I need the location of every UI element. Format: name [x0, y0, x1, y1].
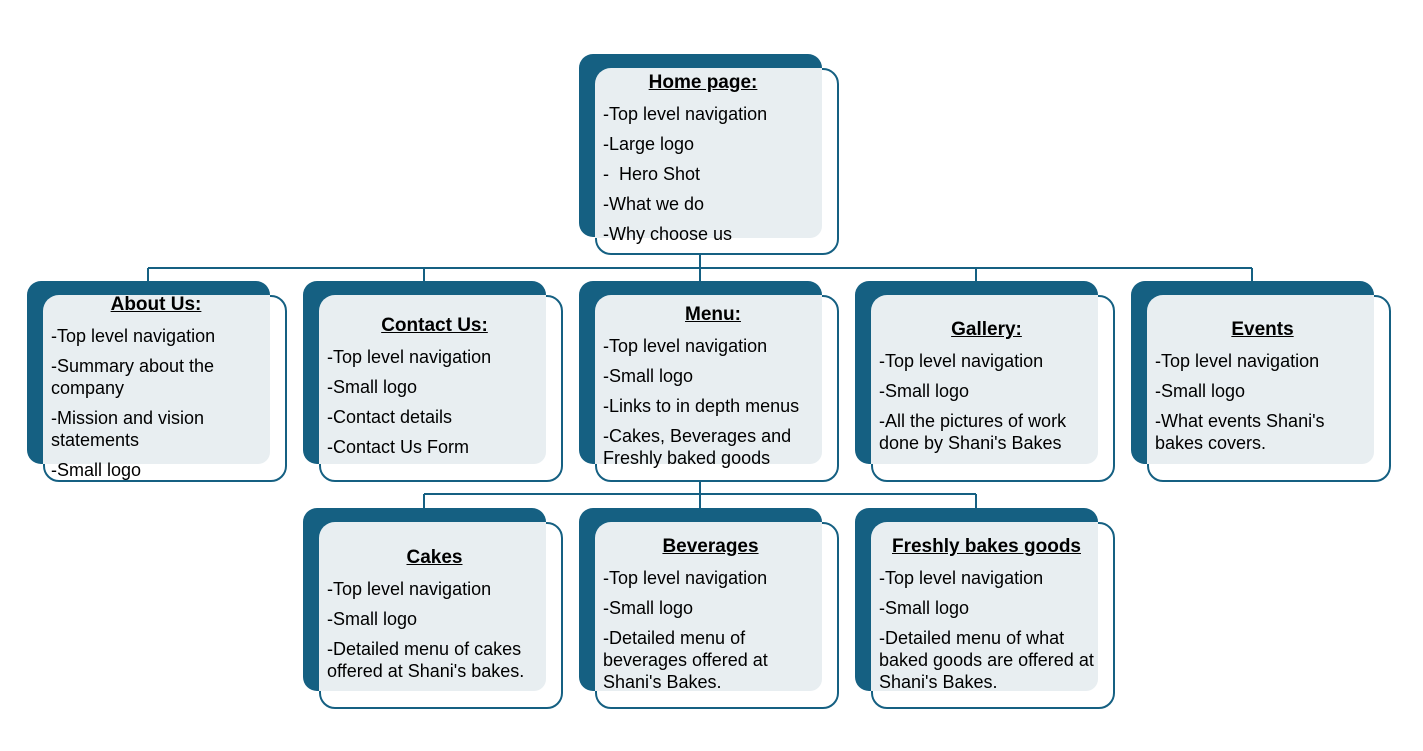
node-cakes: Cakes -Top level navigation -Small logo … — [303, 508, 563, 709]
node-title: Menu: — [685, 304, 741, 325]
node-item: -Top level navigation — [879, 351, 1044, 371]
node-freshly-bakes-goods: Freshly bakes goods -Top level navigatio… — [855, 508, 1115, 709]
node-item: -Top level navigation — [1155, 351, 1320, 371]
node-item: -Large logo — [603, 134, 695, 154]
node-item: -Contact details — [327, 407, 453, 427]
node-item: -Top level navigation — [603, 336, 768, 356]
node-item: -Small logo — [1155, 381, 1246, 401]
node-item: -What events Shani's bakes covers. — [1155, 411, 1325, 453]
node-item: -Small logo — [879, 381, 970, 401]
node-contact-us: Contact Us: -Top level navigation -Small… — [303, 281, 563, 482]
node-item: -Top level navigation — [603, 104, 768, 124]
node-item: -Detailed menu of beverages offered at S… — [603, 628, 768, 692]
node-title: Home page: — [648, 72, 758, 93]
node-item: -What we do — [603, 194, 705, 214]
node-gallery: Gallery: -Top level navigation -Small lo… — [855, 281, 1115, 482]
node-item: -Small logo — [327, 377, 418, 397]
node-item: -Top level navigation — [51, 326, 216, 346]
node-title: Cakes — [406, 547, 463, 568]
node-item: -Contact Us Form — [327, 437, 470, 457]
node-home-page: Home page: -Top level navigation -Large … — [579, 54, 839, 255]
node-item: -Small logo — [879, 598, 970, 618]
node-item: -Top level navigation — [327, 347, 492, 367]
node-about-us: About Us: -Top level navigation -Summary… — [27, 281, 287, 482]
node-item: -Top level navigation — [327, 579, 492, 599]
node-item: -Top level navigation — [603, 568, 768, 588]
node-item: -Links to in depth menus — [603, 396, 800, 416]
node-item: -Top level navigation — [879, 568, 1044, 588]
node-events: Events -Top level navigation -Small logo… — [1131, 281, 1391, 482]
node-item: -Small logo — [603, 598, 694, 618]
node-item: -Detailed menu of what baked goods are o… — [879, 628, 1094, 692]
node-item: -Mission and vision statements — [51, 408, 205, 450]
node-item: -Small logo — [603, 366, 694, 386]
node-beverages: Beverages -Top level navigation -Small l… — [579, 508, 839, 709]
node-menu: Menu: -Top level navigation -Small logo … — [579, 281, 839, 482]
node-item: -Summary about the company — [51, 356, 215, 398]
node-title: Freshly bakes goods — [891, 536, 1081, 557]
node-title: Contact Us: — [381, 315, 488, 336]
node-item: -Small logo — [51, 460, 142, 480]
node-title: About Us: — [110, 294, 202, 315]
node-item: - Hero Shot — [603, 164, 701, 184]
node-title: Beverages — [662, 536, 759, 557]
node-title: Events — [1231, 319, 1294, 340]
node-item: -All the pictures of work done by Shani'… — [879, 411, 1067, 453]
node-item: -Why choose us — [603, 224, 733, 244]
node-item: -Detailed menu of cakes offered at Shani… — [327, 639, 525, 681]
node-item: -Small logo — [327, 609, 418, 629]
node-item: -Cakes, Beverages and Freshly baked good… — [603, 426, 792, 468]
node-title: Gallery: — [951, 319, 1022, 340]
